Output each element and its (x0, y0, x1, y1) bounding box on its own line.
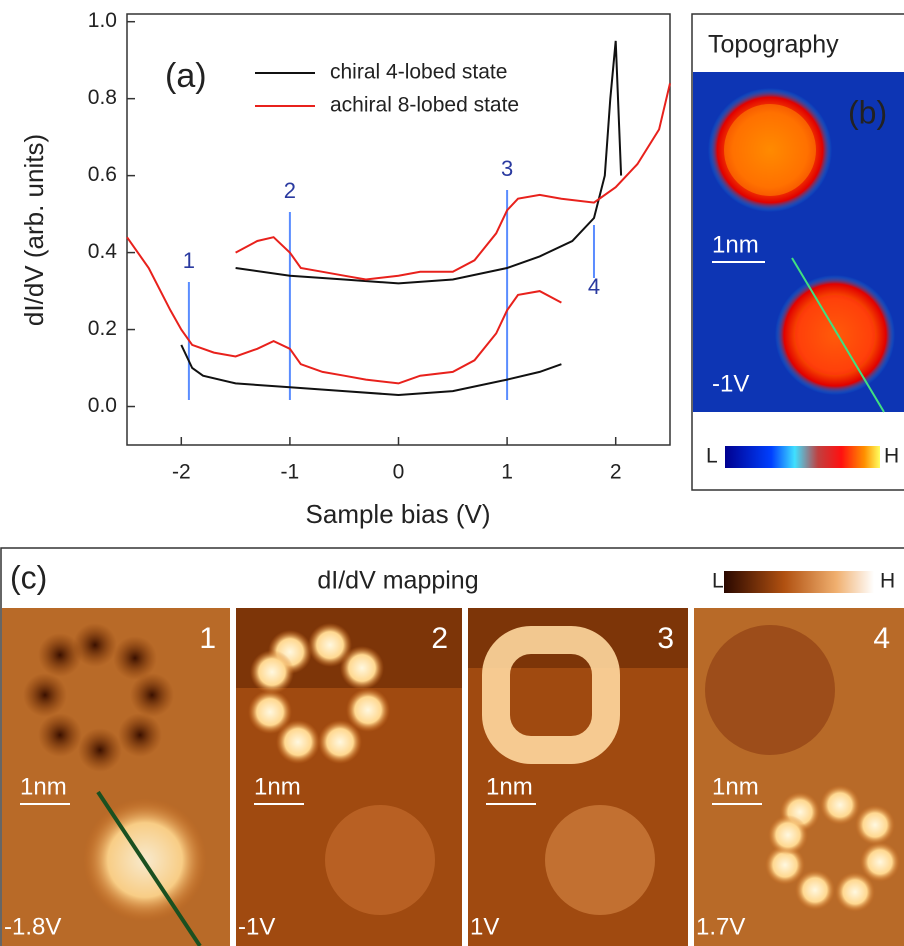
molecule-core (795, 295, 875, 375)
marker-label: 2 (284, 178, 296, 203)
bias-label: -1V (238, 913, 275, 940)
bias-label: 1.7V (696, 913, 745, 940)
y-tick-label: 0.6 (88, 163, 117, 186)
x-tick-label: 0 (393, 461, 405, 484)
scale-label: 1nm (486, 773, 533, 800)
x-tick-label: -1 (281, 461, 300, 484)
x-tick-label: 2 (610, 461, 622, 484)
marker-label: 3 (501, 156, 513, 181)
y-tick-label: 1.0 (88, 9, 117, 32)
y-axis-title: dI/dV (arb. units) (19, 134, 49, 326)
legend-label: achiral 8-lobed state (330, 94, 519, 117)
panel-c-label: (c) (10, 559, 47, 595)
figure-canvas: (a) Sample bias (V) dI/dV (arb. units) -… (0, 0, 904, 946)
map-number: 3 (657, 622, 674, 655)
panel-b-title: Topography (708, 31, 839, 59)
y-tick-label: 0.0 (88, 394, 117, 417)
colorbar-high: H (880, 570, 895, 593)
x-tick-label: 1 (501, 461, 513, 484)
molecule-core (724, 104, 816, 196)
map-number: 4 (873, 622, 890, 655)
y-tick-label: 0.4 (88, 240, 118, 263)
colorbar-high: H (884, 445, 899, 468)
scale-label: 1nm (20, 773, 67, 800)
colorbar-low: L (712, 570, 724, 593)
figure: (a) Sample bias (V) dI/dV (arb. units) -… (0, 0, 904, 946)
marker-label: 1 (183, 248, 195, 273)
y-tick-label: 0.2 (88, 317, 117, 340)
colorbar-low: L (706, 445, 718, 468)
bias-label: -1V (712, 370, 749, 397)
panel-label: (a) (165, 57, 207, 95)
bias-label: -1.8V (4, 913, 61, 940)
panel-c-title: dI/dV mapping (317, 567, 478, 595)
scale-label: 1nm (712, 773, 759, 800)
scale-label: 1nm (254, 773, 301, 800)
colorbar (724, 571, 874, 593)
y-tick-label: 0.8 (88, 86, 117, 109)
bias-label: 1V (470, 913, 499, 940)
series-line (127, 83, 670, 383)
colorbar (725, 446, 880, 468)
panel-b-label: (b) (848, 94, 887, 130)
map-number: 2 (431, 622, 448, 655)
legend-label: chiral 4-lobed state (330, 61, 507, 84)
scale-label: 1nm (712, 231, 759, 258)
map-number: 1 (199, 622, 216, 655)
x-axis-title: Sample bias (V) (306, 499, 491, 529)
marker-label: 4 (588, 274, 600, 299)
x-tick-label: -2 (172, 461, 191, 484)
